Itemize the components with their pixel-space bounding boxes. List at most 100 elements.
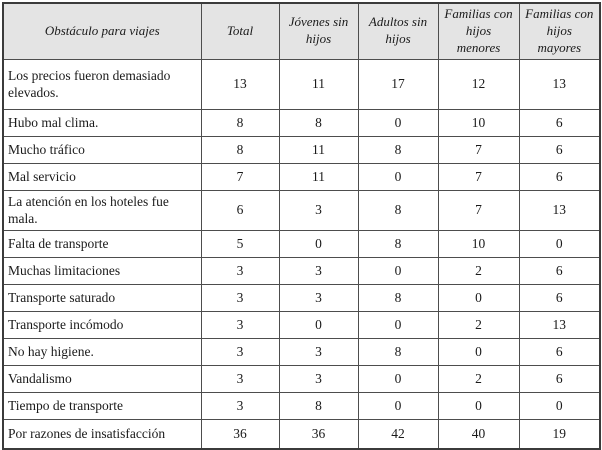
cell-value: 6	[518, 364, 601, 393]
table-row: Mal servicio 7 11 0 7 6	[2, 162, 601, 191]
cell-value: 7	[437, 189, 520, 231]
column-header-familias-hijos-menores: Familias con hijos menores	[437, 2, 520, 60]
cell-value: 2	[437, 310, 520, 339]
cell-value: 0	[357, 310, 439, 339]
column-header-total: Total	[200, 2, 280, 60]
cell-value: 17	[357, 58, 439, 110]
cell-value: 3	[278, 283, 359, 312]
table-row: Hubo mal clima. 8 8 0 10 6	[2, 108, 601, 137]
row-label: Mucho tráfico	[2, 135, 202, 164]
cell-value: 3	[200, 283, 280, 312]
column-header-adultos-sin-hijos: Adultos sin hijos	[357, 2, 439, 60]
table-row: Falta de transporte 5 0 8 10 0	[2, 229, 601, 258]
cell-value: 2	[437, 364, 520, 393]
cell-value: 11	[278, 58, 359, 110]
cell-value: 10	[437, 108, 520, 137]
cell-value: 6	[518, 256, 601, 285]
row-label: Vandalismo	[2, 364, 202, 393]
cell-value: 8	[278, 108, 359, 137]
cell-value: 3	[278, 364, 359, 393]
row-label: Los precios fueron demasiado elevados.	[2, 58, 202, 110]
cell-value: 3	[278, 256, 359, 285]
cell-value: 0	[357, 256, 439, 285]
cell-value: 8	[200, 108, 280, 137]
cell-value: 6	[518, 283, 601, 312]
row-label: Falta de transporte	[2, 229, 202, 258]
table-row: Transporte incómodo 3 0 0 2 13	[2, 310, 601, 339]
cell-value: 3	[200, 310, 280, 339]
cell-value: 13	[518, 189, 601, 231]
cell-value: 6	[518, 337, 601, 366]
column-header-jovenes-sin-hijos: Jóvenes sin hijos	[278, 2, 359, 60]
row-label: Transporte incómodo	[2, 310, 202, 339]
table-body: Los precios fueron demasiado elevados. 1…	[2, 58, 601, 450]
cell-value: 0	[278, 229, 359, 258]
cell-value: 0	[357, 162, 439, 191]
column-header-familias-hijos-mayores: Familias con hijos mayores	[518, 2, 601, 60]
cell-value: 0	[357, 391, 439, 420]
cell-value: 6	[518, 108, 601, 137]
header-row: Obstáculo para viajes Total Jóvenes sin …	[2, 2, 601, 60]
row-label: La atención en los hoteles fue mala.	[2, 189, 202, 231]
cell-value: 19	[518, 418, 601, 450]
cell-value: 0	[518, 391, 601, 420]
cell-value: 3	[278, 337, 359, 366]
table-row: Los precios fueron demasiado elevados. 1…	[2, 58, 601, 110]
cell-value: 0	[357, 108, 439, 137]
cell-value: 2	[437, 256, 520, 285]
row-label: Por razones de insatisfacción	[2, 418, 202, 450]
row-label: Transporte saturado	[2, 283, 202, 312]
row-label: Tiempo de transporte	[2, 391, 202, 420]
cell-value: 8	[357, 283, 439, 312]
cell-value: 42	[357, 418, 439, 450]
cell-value: 6	[200, 189, 280, 231]
cell-value: 8	[357, 135, 439, 164]
cell-value: 3	[200, 364, 280, 393]
cell-value: 8	[200, 135, 280, 164]
cell-value: 0	[437, 283, 520, 312]
cell-value: 0	[518, 229, 601, 258]
row-label: Hubo mal clima.	[2, 108, 202, 137]
cell-value: 6	[518, 135, 601, 164]
cell-value: 0	[357, 364, 439, 393]
cell-value: 7	[437, 135, 520, 164]
cell-value: 11	[278, 162, 359, 191]
cell-value: 0	[437, 391, 520, 420]
cell-value: 3	[200, 337, 280, 366]
cell-value: 13	[200, 58, 280, 110]
cell-value: 13	[518, 310, 601, 339]
row-label: Muchas limitaciones	[2, 256, 202, 285]
cell-value: 8	[357, 337, 439, 366]
cell-value: 8	[357, 229, 439, 258]
cell-value: 36	[278, 418, 359, 450]
cell-value: 12	[437, 58, 520, 110]
cell-value: 3	[200, 391, 280, 420]
cell-value: 0	[278, 310, 359, 339]
cell-value: 13	[518, 58, 601, 110]
cell-value: 6	[518, 162, 601, 191]
cell-value: 3	[278, 189, 359, 231]
cell-value: 11	[278, 135, 359, 164]
cell-value: 8	[357, 189, 439, 231]
cell-value: 5	[200, 229, 280, 258]
table-row: Por razones de insatisfacción 36 36 42 40 19	[2, 418, 601, 450]
cell-value: 3	[200, 256, 280, 285]
row-label: No hay higiene.	[2, 337, 202, 366]
cell-value: 7	[437, 162, 520, 191]
cell-value: 40	[437, 418, 520, 450]
cell-value: 8	[278, 391, 359, 420]
cell-value: 10	[437, 229, 520, 258]
cell-value: 36	[200, 418, 280, 450]
row-label: Mal servicio	[2, 162, 202, 191]
cell-value: 7	[200, 162, 280, 191]
cell-value: 0	[437, 337, 520, 366]
table-row: Mucho tráfico 8 11 8 7 6	[2, 135, 601, 164]
